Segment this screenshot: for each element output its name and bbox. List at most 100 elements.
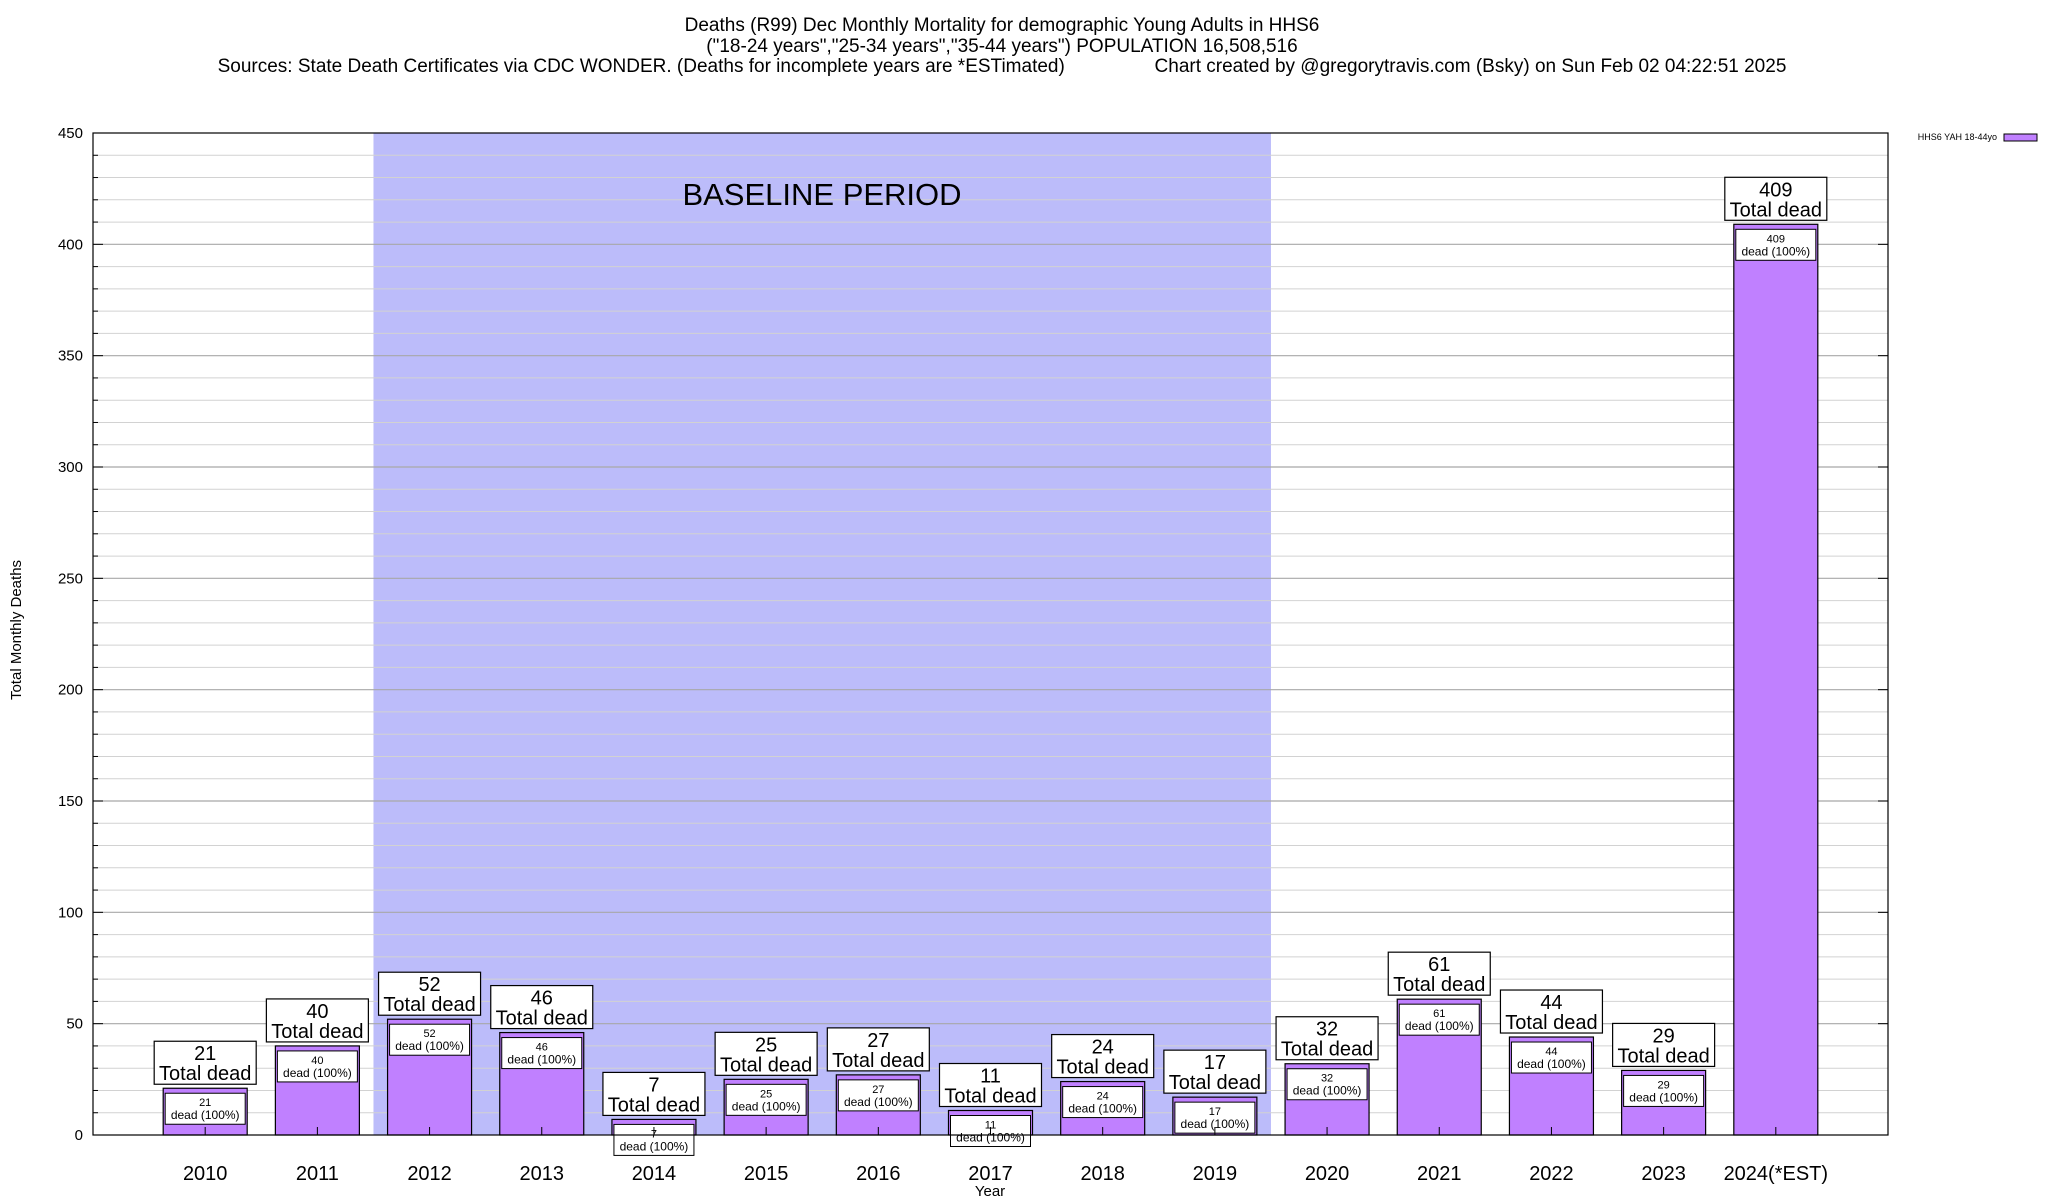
inner-percent-label: dead (100%)	[1517, 1057, 1586, 1071]
legend-swatch	[2003, 133, 2038, 142]
inner-label-box	[164, 1092, 246, 1125]
inner-percent-label: dead (100%)	[171, 1108, 240, 1122]
chart-title-line-1: Deaths (R99) Dec Monthly Mortality for d…	[685, 15, 1320, 36]
total-label-box	[1499, 989, 1604, 1034]
x-axis-label: Year	[975, 1183, 1005, 1200]
inner-percent-label: dead (100%)	[283, 1066, 352, 1080]
inner-value-label: 32	[1321, 1073, 1333, 1085]
inner-percent-label: dead (100%)	[956, 1131, 1025, 1145]
total-label-box	[265, 998, 369, 1043]
inner-value-label: 46	[536, 1042, 548, 1054]
x-tick-label: 2016	[856, 1163, 901, 1185]
y-tick-label: 250	[58, 570, 83, 587]
x-tick-label: 2011	[296, 1163, 339, 1185]
inner-value-label: 29	[1658, 1079, 1670, 1091]
x-tick-label: 2024(*EST)	[1724, 1163, 1829, 1185]
inner-label-box	[1062, 1086, 1144, 1119]
x-tick-label: 2014	[632, 1163, 677, 1185]
inner-label-box	[1510, 1041, 1592, 1074]
total-text-label: Total dead	[1281, 1039, 1373, 1061]
y-tick-label: 100	[58, 904, 83, 921]
total-label-box	[1051, 1033, 1155, 1079]
y-tick-label: 0	[75, 1127, 83, 1144]
total-text-label: Total dead	[1393, 974, 1485, 996]
inner-label-box	[1398, 1003, 1480, 1036]
y-tick-label: 200	[58, 682, 83, 699]
total-text-label: Total dead	[159, 1063, 251, 1085]
total-value-label: 17	[1204, 1052, 1226, 1074]
total-label-box	[1612, 1022, 1716, 1068]
inner-value-label: 44	[1545, 1046, 1557, 1058]
total-text-label: Total dead	[720, 1054, 812, 1076]
x-tick-label: 2023	[1641, 1163, 1686, 1185]
total-value-label: 21	[194, 1043, 216, 1065]
total-value-label: 32	[1316, 1019, 1338, 1041]
total-text-label: Total dead	[832, 1050, 924, 1072]
y-tick-label: 400	[58, 236, 83, 253]
inner-label-box	[501, 1037, 583, 1070]
total-label-box	[490, 984, 594, 1030]
x-tick-label: 2022	[1529, 1163, 1574, 1185]
total-text-label: Total dead	[1730, 199, 1822, 221]
inner-percent-label: dead (100%)	[1405, 1019, 1474, 1033]
total-label-box	[1275, 1016, 1379, 1061]
y-tick-label: 150	[58, 793, 83, 810]
inner-value-label: 11	[985, 1120, 996, 1132]
total-value-label: 52	[418, 974, 440, 996]
total-value-label: 61	[1428, 954, 1450, 976]
total-value-label: 44	[1540, 992, 1562, 1014]
inner-percent-label: dead (100%)	[1181, 1117, 1250, 1131]
total-text-label: Total dead	[496, 1008, 588, 1030]
inner-label-box	[389, 1023, 471, 1056]
inner-value-label: 409	[1767, 233, 1785, 245]
total-value-label: 11	[980, 1066, 1001, 1088]
bar-2024(*EST)	[1733, 223, 1819, 1136]
total-label-box	[377, 971, 482, 1016]
x-tick-label: 2020	[1305, 1163, 1350, 1185]
total-value-label: 46	[531, 988, 553, 1010]
y-tick-label: 450	[58, 125, 83, 142]
inner-percent-label: dead (100%)	[1068, 1102, 1137, 1116]
x-tick-label: 2019	[1193, 1163, 1238, 1185]
y-axis-label: Total Monthly Deaths	[8, 560, 25, 700]
inner-percent-label: dead (100%)	[1629, 1090, 1698, 1104]
total-label-box	[1724, 176, 1828, 221]
inner-label-box	[1623, 1074, 1705, 1107]
total-value-label: 25	[755, 1034, 777, 1056]
total-label-box	[602, 1071, 706, 1117]
total-value-label: 7	[648, 1074, 659, 1096]
legend-entry-label: HHS6 YAH 18-44yo	[1918, 132, 1997, 142]
total-label-box	[938, 1062, 1043, 1108]
inner-value-label: 25	[760, 1088, 772, 1100]
total-text-label: Total dead	[608, 1094, 700, 1116]
total-text-label: Total dead	[1505, 1012, 1597, 1034]
inner-label-box	[725, 1083, 807, 1116]
inner-percent-label: dead (100%)	[395, 1039, 464, 1053]
x-tick-label: 2018	[1080, 1163, 1125, 1185]
inner-value-label: 27	[872, 1084, 884, 1096]
total-label-box	[1387, 951, 1491, 996]
total-value-label: 409	[1759, 179, 1792, 201]
chart-title-line-3: Sources: State Death Certificates via CD…	[218, 56, 1787, 77]
y-tick-label: 350	[58, 348, 83, 365]
baseline-period-band	[373, 133, 1271, 1135]
total-text-label: Total dead	[944, 1086, 1036, 1108]
plot-frame	[92, 132, 1889, 1136]
inner-percent-label: dead (100%)	[620, 1139, 689, 1153]
inner-value-label: 17	[1209, 1106, 1221, 1118]
total-value-label: 24	[1092, 1037, 1114, 1059]
x-tick-label: 2021	[1417, 1163, 1462, 1185]
inner-percent-label: dead (100%)	[1741, 244, 1810, 258]
baseline-period-label: BASELINE PERIOD	[682, 177, 961, 212]
inner-value-label: 24	[1097, 1091, 1109, 1103]
y-tick-label: 50	[66, 1016, 83, 1033]
total-text-label: Total dead	[271, 1021, 363, 1043]
inner-percent-label: dead (100%)	[844, 1095, 913, 1109]
x-tick-label: 2012	[407, 1163, 452, 1185]
inner-percent-label: dead (100%)	[507, 1053, 576, 1067]
inner-percent-label: dead (100%)	[732, 1099, 801, 1113]
x-tick-label: 2017	[968, 1163, 1013, 1185]
total-value-label: 29	[1653, 1025, 1675, 1047]
inner-label-box	[1735, 228, 1817, 261]
